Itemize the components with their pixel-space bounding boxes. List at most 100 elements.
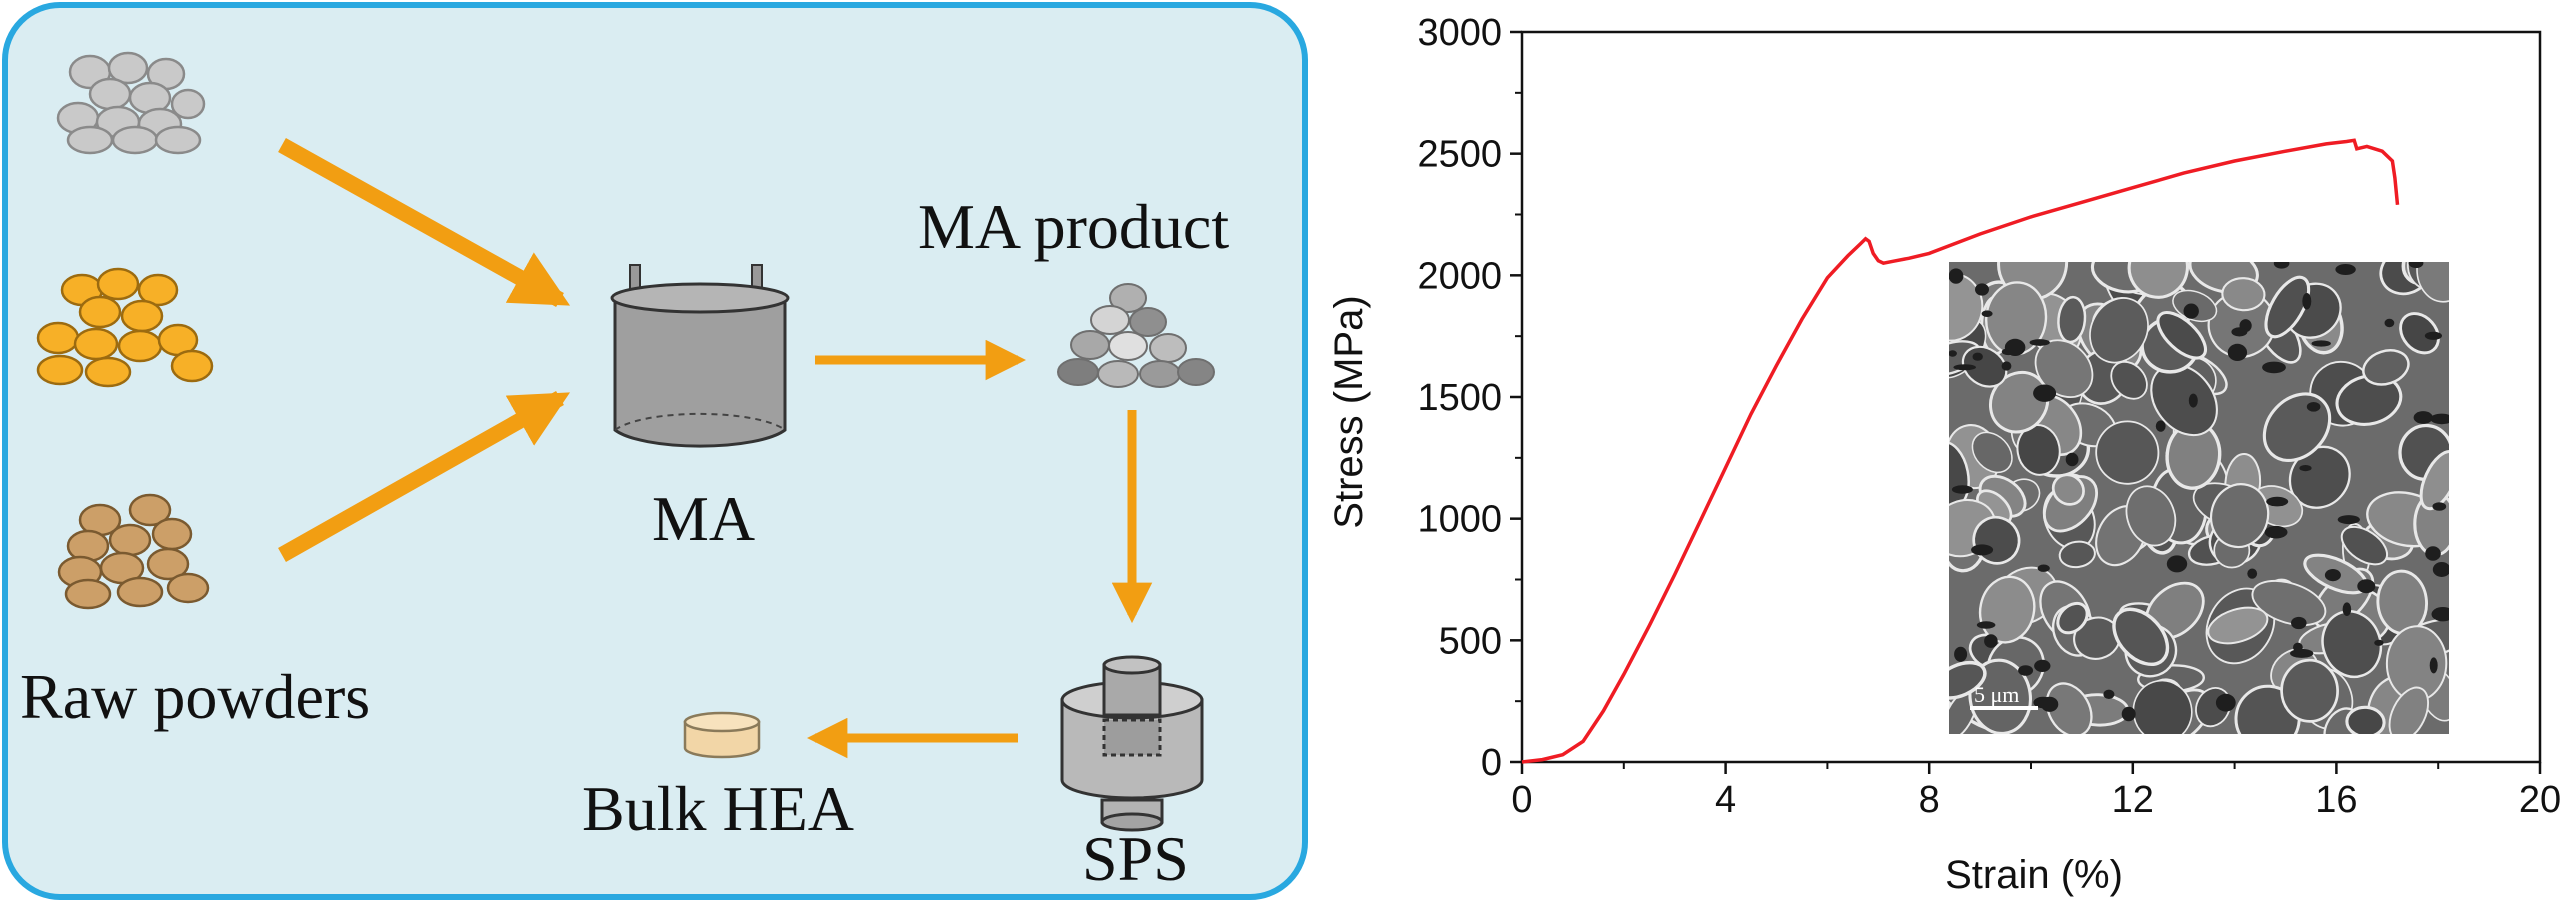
brown-powder-pile-icon xyxy=(57,493,210,610)
y-tick-label: 500 xyxy=(1439,620,1502,662)
powder-to-ma-arrows xyxy=(278,138,571,562)
sem-grain xyxy=(2051,473,2085,506)
y-tick-label: 2500 xyxy=(1417,134,1502,176)
mixed-powder-pile-icon xyxy=(1057,283,1215,388)
sem-dimple xyxy=(1975,283,1989,296)
sem-grain xyxy=(2345,705,2386,734)
sem-dimple xyxy=(2408,262,2424,268)
sem-dimple xyxy=(1971,544,1994,556)
sem-micrograph-inset: 5 μm xyxy=(1949,262,2449,734)
raw-powders-label: Raw powders xyxy=(20,661,370,732)
sem-dimple xyxy=(2155,420,2166,432)
sem-grain xyxy=(2221,277,2266,312)
sem-grain xyxy=(2362,349,2410,386)
sem-grain xyxy=(2251,579,2327,627)
sem-grain xyxy=(2095,420,2160,485)
bulk-hea-label: Bulk HEA xyxy=(582,773,854,844)
sem-dimple xyxy=(2188,393,2198,408)
sem-grain xyxy=(2089,297,2149,364)
sem-dimple xyxy=(2231,327,2248,337)
sem-dimple xyxy=(2429,657,2438,674)
sem-dimple xyxy=(2342,602,2352,616)
sem-grain xyxy=(1971,431,2013,474)
sem-grain xyxy=(1949,660,1987,700)
sem-dimple xyxy=(2306,402,2321,412)
y-tick-label: 1000 xyxy=(1417,499,1502,541)
sem-grain xyxy=(2388,686,2430,734)
sem-grain xyxy=(2207,606,2269,645)
sem-dimple xyxy=(1976,621,1996,629)
sem-dimple xyxy=(2302,293,2312,310)
chart-ticks: 0 4 8 12 16 20 0 500 1000 1500 2000 2500 3000 xyxy=(1417,12,2561,821)
sem-dimple xyxy=(2384,318,2395,328)
sem-grain xyxy=(2280,658,2339,723)
sps-die-icon xyxy=(1060,655,1204,832)
sem-dimple xyxy=(2166,555,2188,573)
sem-dimple xyxy=(1954,646,1968,662)
sem-dimple xyxy=(2029,339,2050,346)
sem-dimple xyxy=(2413,411,2433,424)
sem-dimple xyxy=(2311,340,2331,347)
sem-dimple xyxy=(2431,607,2449,622)
x-tick-label: 0 xyxy=(1511,779,1532,821)
sem-dimple xyxy=(2065,452,2079,467)
sem-grain xyxy=(2340,525,2389,566)
sem-dimple xyxy=(1972,352,1983,361)
sem-dimple xyxy=(1953,364,1976,371)
stress-strain-curve xyxy=(1521,138,2400,764)
sem-dimple xyxy=(2215,693,2236,712)
sem-grain xyxy=(2264,275,2311,339)
sem-dimple xyxy=(1984,634,1998,648)
sem-grain xyxy=(2209,483,2270,549)
sem-dimple xyxy=(2001,361,2012,371)
sem-dimple xyxy=(2425,546,2441,561)
sem-grain xyxy=(2416,262,2449,303)
sem-dimple xyxy=(2264,525,2288,539)
y-tick-label: 1500 xyxy=(1417,377,1502,419)
y-tick-label: 3000 xyxy=(1417,12,1502,54)
x-tick-label: 20 xyxy=(2519,779,2561,821)
bulk-disc-icon xyxy=(683,711,761,759)
sem-dimple xyxy=(1951,485,1973,494)
sem-grain xyxy=(2110,360,2148,400)
sem-dimple xyxy=(2432,502,2447,511)
sem-grain xyxy=(2127,262,2189,299)
sem-dimple xyxy=(2324,569,2341,582)
sem-dimple xyxy=(2247,568,2258,579)
sem-dimple xyxy=(2432,562,2449,577)
sem-dimple xyxy=(2033,384,2057,402)
sem-dimple xyxy=(2337,515,2360,525)
sem-dimple xyxy=(2033,696,2053,709)
sem-dimple xyxy=(2424,331,2442,340)
process-schematic-panel: Raw powders MA MA product xyxy=(2,2,1308,900)
sem-dimple xyxy=(2037,564,2050,572)
x-axis-label: Strain (%) xyxy=(1945,853,2123,897)
arrow-brown-to-ma xyxy=(278,391,571,562)
sem-dimple xyxy=(2018,665,2034,676)
sem-dimple xyxy=(2293,642,2303,653)
x-tick-label: 12 xyxy=(2112,779,2154,821)
sem-dimple xyxy=(2121,706,2136,722)
y-axis-label: Stress (MPa) xyxy=(1327,295,1371,528)
y-tick-label: 2000 xyxy=(1417,255,1502,297)
sem-dimple xyxy=(2374,639,2384,646)
sem-dimple xyxy=(1949,268,1964,284)
sem-dimple xyxy=(2430,413,2449,425)
sem-dimple xyxy=(2034,659,2051,673)
schematic-panel-background xyxy=(2,2,1308,900)
sem-grain xyxy=(1988,370,2050,434)
sem-dimple xyxy=(2273,262,2290,269)
sem-grain xyxy=(2156,311,2207,360)
sem-dimple xyxy=(2299,465,2312,472)
sem-dimple xyxy=(2266,496,2289,507)
sem-dimple xyxy=(2357,579,2376,594)
sem-grain xyxy=(2399,312,2440,355)
x-tick-label: 8 xyxy=(1919,779,1940,821)
sem-grain xyxy=(2125,485,2177,547)
sem-grain xyxy=(2112,607,2170,666)
sem-dimple xyxy=(2183,303,2199,319)
stress-strain-chart: 0 4 8 12 16 20 0 500 1000 1500 2000 2500 3000 5 μm S… xyxy=(1327,12,2561,897)
sps-label: SPS xyxy=(1082,823,1189,894)
scale-bar-label: 5 μm xyxy=(1974,682,2019,707)
sem-dimple xyxy=(2103,689,2115,699)
